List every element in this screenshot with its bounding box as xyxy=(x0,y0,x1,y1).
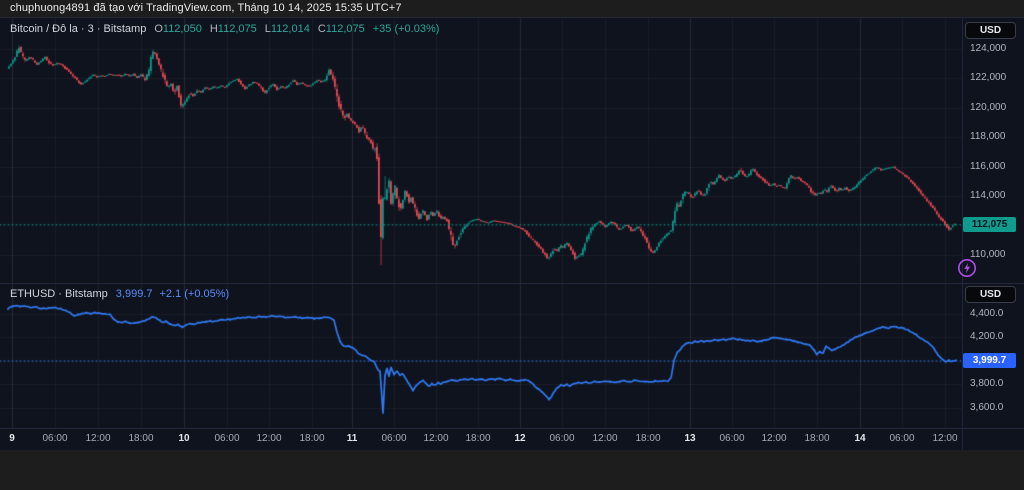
time-tick-label: 13 xyxy=(684,433,696,444)
price-tick-label: 120,000 xyxy=(970,101,1007,113)
price-tick-label: 116,000 xyxy=(970,160,1006,172)
btc-currency-button[interactable]: USD xyxy=(965,22,1016,39)
price-tick-label: 124,000 xyxy=(970,43,1007,54)
price-tick-label: 4,400.0 xyxy=(970,307,1004,319)
time-tick-label: 06:00 xyxy=(42,433,68,444)
price-tick-label: 3,600.0 xyxy=(970,401,1004,413)
attribution-text: chuphuong4891 đã tạo với TradingView.com… xyxy=(10,2,402,14)
price-tick-label: 3,800.0 xyxy=(970,378,1004,389)
time-tick-label: 06:00 xyxy=(381,433,407,444)
time-tick-label: 06:00 xyxy=(889,433,915,444)
time-tick-label: 12:00 xyxy=(256,433,282,444)
time-tick-label: 12:00 xyxy=(592,433,618,444)
time-tick-label: 18:00 xyxy=(635,433,661,444)
time-tick-label: 18:00 xyxy=(128,433,154,444)
time-tick-label: 06:00 xyxy=(214,433,240,444)
price-tick-label: 110,000 xyxy=(970,248,1006,260)
time-tick-label: 06:00 xyxy=(549,433,575,444)
time-tick-label: 12:00 xyxy=(932,433,958,444)
time-tick-label: 18:00 xyxy=(465,433,491,444)
time-tick-label: 18:00 xyxy=(299,433,325,444)
time-tick-label: 12 xyxy=(514,433,526,444)
eth-currency-button[interactable]: USD xyxy=(965,286,1016,303)
price-tick-label: 122,000 xyxy=(970,72,1007,84)
price-chart-canvas[interactable] xyxy=(0,17,1024,450)
footer-bar: TradingView xyxy=(0,450,1024,490)
time-tick-label: 12:00 xyxy=(423,433,449,444)
time-tick-label: 14 xyxy=(854,433,866,444)
time-tick-label: 9 xyxy=(9,433,15,444)
time-tick-label: 11 xyxy=(346,433,358,444)
attribution-bar: chuphuong4891 đã tạo với TradingView.com… xyxy=(0,0,1024,18)
price-tick-label: 114,000 xyxy=(970,190,1006,202)
time-tick-label: 12:00 xyxy=(761,433,787,444)
lightning-icon[interactable] xyxy=(956,257,978,279)
price-tick-label: 118,000 xyxy=(970,131,1006,143)
time-tick-label: 12:00 xyxy=(85,433,111,444)
time-tick-label: 06:00 xyxy=(719,433,745,444)
price-tick-label: 4,200.0 xyxy=(970,331,1004,342)
time-tick-label: 18:00 xyxy=(804,433,830,444)
time-tick-label: 10 xyxy=(178,433,190,444)
